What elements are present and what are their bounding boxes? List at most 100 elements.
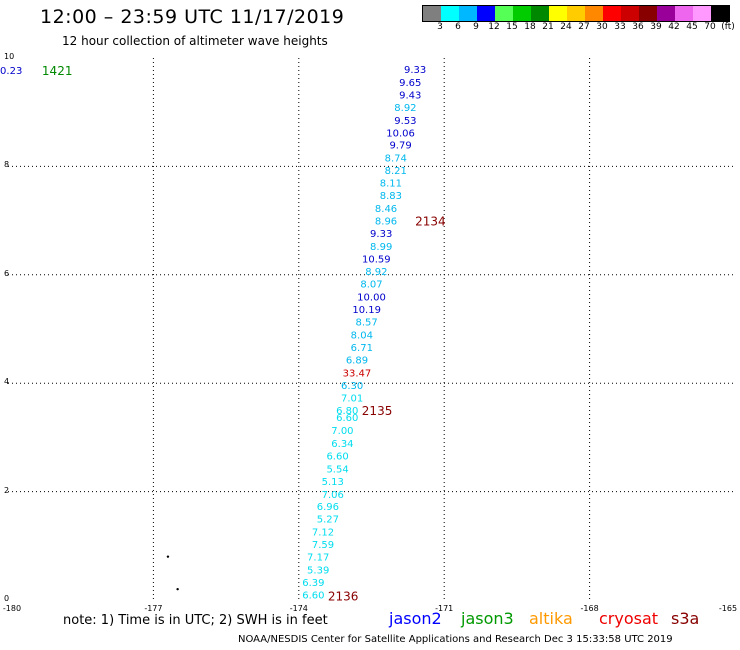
chart-subtitle: 12 hour collection of altimeter wave hei… [62,34,328,48]
data-point-label: 5.39 [307,566,329,577]
legend-swatch-1 [441,6,459,21]
legend-label: 27 [578,22,590,32]
data-point-label: 9.79 [389,141,411,152]
data-point-label: 9.33 [370,229,392,240]
data-point-label: 6.89 [346,355,368,366]
satellite-jason3: jason3 [461,609,514,628]
data-point-label: 7.12 [312,528,334,539]
x-tick-label: -180 [2,604,22,613]
data-point-label: 8.04 [351,330,373,341]
legend-swatch-12 [639,6,657,21]
color-legend-bar [422,5,730,22]
legend-swatch-16 [711,6,729,21]
legend-swatch-7 [549,6,567,21]
legend-swatch-2 [459,6,477,21]
data-point-label: 8.92 [394,103,416,114]
x-tick-label: -171 [435,604,454,613]
data-point-label: 9.43 [399,90,421,101]
legend-label: 9 [473,22,479,32]
data-point-label: 10.00 [357,292,386,303]
data-point-label: 6.39 [302,578,324,589]
legend-swatch-15 [693,6,711,21]
y-tick-label: 8 [4,160,10,170]
legend-label: 42 [668,22,680,32]
legend-swatch-0 [423,6,441,21]
data-point-label: 6.34 [331,439,353,450]
data-point-label: 8.46 [375,204,397,215]
data-point-label: 6.96 [317,502,339,513]
x-tick-label: -174 [289,604,308,613]
data-point-label: 8.96 [375,217,397,228]
data-point-label: 8.92 [365,267,387,278]
legend-label: 12 [488,22,500,32]
data-point-label: 10.59 [362,255,391,266]
legend-label: 24 [560,22,572,32]
satellite-jason2: jason2 [389,609,442,628]
legend-swatch-8 [567,6,585,21]
data-point-label: 6.30 [341,381,363,392]
y-tick-label: 6 [4,268,10,278]
x-tick-label: -165 [718,604,738,613]
data-point-dot [166,555,170,558]
data-point-label: 6.60 [336,413,358,424]
data-point-label: 7.00 [331,426,353,437]
y-tick-label: 2 [4,485,10,495]
pass-labels: 1421 2134 2135 2136 [42,64,446,604]
data-point-label: 6.71 [351,343,373,354]
legend-label: 18 [524,22,536,32]
legend-swatch-3 [477,6,495,21]
data-point-label: 8.99 [370,242,392,253]
legend-swatch-4 [495,6,513,21]
legend-label: 36 [632,22,644,32]
legend-label: 30 [596,22,608,32]
satellite-altika: altika [529,609,573,628]
legend-label: 15 [506,22,518,32]
x-tick-label: -168 [580,604,599,613]
y-tick-label: 4 [4,377,10,387]
legend-label: 70 [704,22,716,32]
y-tick-label: 10 [4,52,15,61]
data-point-label: 5.27 [317,515,339,526]
data-point-label: 6.60 [326,451,348,462]
data-point-label: 10.06 [386,128,415,139]
data-point-label: 5.13 [322,477,344,488]
satellite-cryosat: cryosat [599,609,659,628]
legend-swatch-5 [513,6,531,21]
legend-label: 39 [650,22,662,32]
legend-swatch-13 [657,6,675,21]
legend-label: 33 [614,22,626,32]
legend-swatch-11 [621,6,639,21]
data-point-label: 10.23 [0,66,22,77]
chart-title: 12:00 – 23:59 UTC 11/17/2019 [40,6,345,28]
pass-time-label: 2136 [328,590,359,604]
data-point-label: 9.33 [404,65,426,76]
pass-time-label: 2135 [362,404,393,418]
data-point-label: 7.17 [307,553,329,564]
data-point-dot [176,587,179,591]
legend-swatch-9 [585,6,603,21]
y-tick-label: 0 [4,594,10,603]
data-point-label: 8.21 [385,166,407,177]
data-point-label: 7.59 [312,540,334,551]
data-point-label: 9.53 [394,116,416,127]
data-points: 10.239.339.659.438.929.5310.069.798.748.… [0,65,426,602]
legend-label: 3 [437,22,443,32]
data-point-label: 10.19 [352,305,381,316]
legend-label: 45 [686,22,698,32]
data-point-label: 8.74 [385,154,407,165]
legend-swatch-10 [603,6,621,21]
data-point-label: 6.80 [336,406,358,417]
legend-label: (ft) [721,22,735,32]
legend-label: 6 [455,22,461,32]
data-point-label: 8.57 [356,317,378,328]
pass-time-label: 1421 [42,64,73,78]
satellite-s3a: s3a [671,609,700,628]
data-point-label: 5.54 [326,464,348,475]
pass-time-label: 2134 [415,215,446,229]
data-point-label: 7.01 [341,393,363,404]
data-point-label: 8.11 [380,179,402,190]
legend-swatch-14 [675,6,693,21]
units-note: note: 1) Time is in UTC; 2) SWH is in fe… [63,613,328,628]
legend-label: 21 [542,22,554,32]
